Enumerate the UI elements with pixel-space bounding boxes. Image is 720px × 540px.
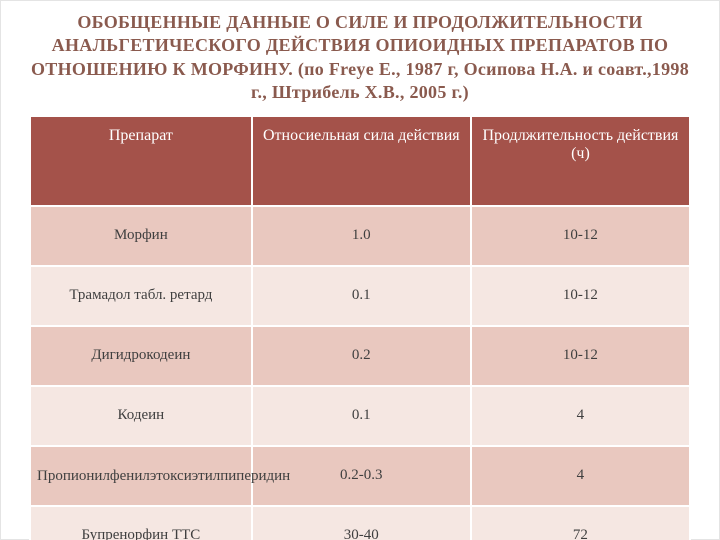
cell-drug: Кодеин (30, 386, 252, 446)
col-header-drug: Препарат (30, 116, 252, 206)
table-row: Пропионилфенилэтоксиэтилпиперидин 0.2-0.… (30, 446, 690, 506)
table-row: Трамадол табл. ретард 0.1 10-12 (30, 266, 690, 326)
table-header-row: Препарат Относиельная сила действия Прод… (30, 116, 690, 206)
analgesic-table: Препарат Относиельная сила действия Прод… (29, 115, 691, 540)
cell-strength: 30-40 (252, 506, 471, 540)
table-row: Кодеин 0.1 4 (30, 386, 690, 446)
col-header-strength: Относиельная сила действия (252, 116, 471, 206)
cell-duration: 4 (471, 386, 690, 446)
col-header-duration: Продлжительность действия (ч) (471, 116, 690, 206)
cell-duration: 10-12 (471, 206, 690, 266)
table-row: Морфин 1.0 10-12 (30, 206, 690, 266)
cell-strength: 0.2 (252, 326, 471, 386)
cell-strength: 0.1 (252, 266, 471, 326)
table-row: Бупренорфин ТТС 30-40 72 (30, 506, 690, 540)
cell-duration: 72 (471, 506, 690, 540)
cell-duration: 4 (471, 446, 690, 506)
cell-drug: Морфин (30, 206, 252, 266)
cell-duration: 10-12 (471, 326, 690, 386)
cell-drug: Пропионилфенилэтоксиэтилпиперидин (30, 446, 252, 506)
cell-drug: Бупренорфин ТТС (30, 506, 252, 540)
table-row: Дигидрокодеин 0.2 10-12 (30, 326, 690, 386)
cell-strength: 0.1 (252, 386, 471, 446)
cell-strength: 1.0 (252, 206, 471, 266)
cell-drug: Дигидрокодеин (30, 326, 252, 386)
cell-drug: Трамадол табл. ретард (30, 266, 252, 326)
cell-duration: 10-12 (471, 266, 690, 326)
slide-title: ОБОБЩЕННЫЕ ДАННЫЕ О СИЛЕ И ПРОДОЛЖИТЕЛЬН… (29, 11, 691, 105)
